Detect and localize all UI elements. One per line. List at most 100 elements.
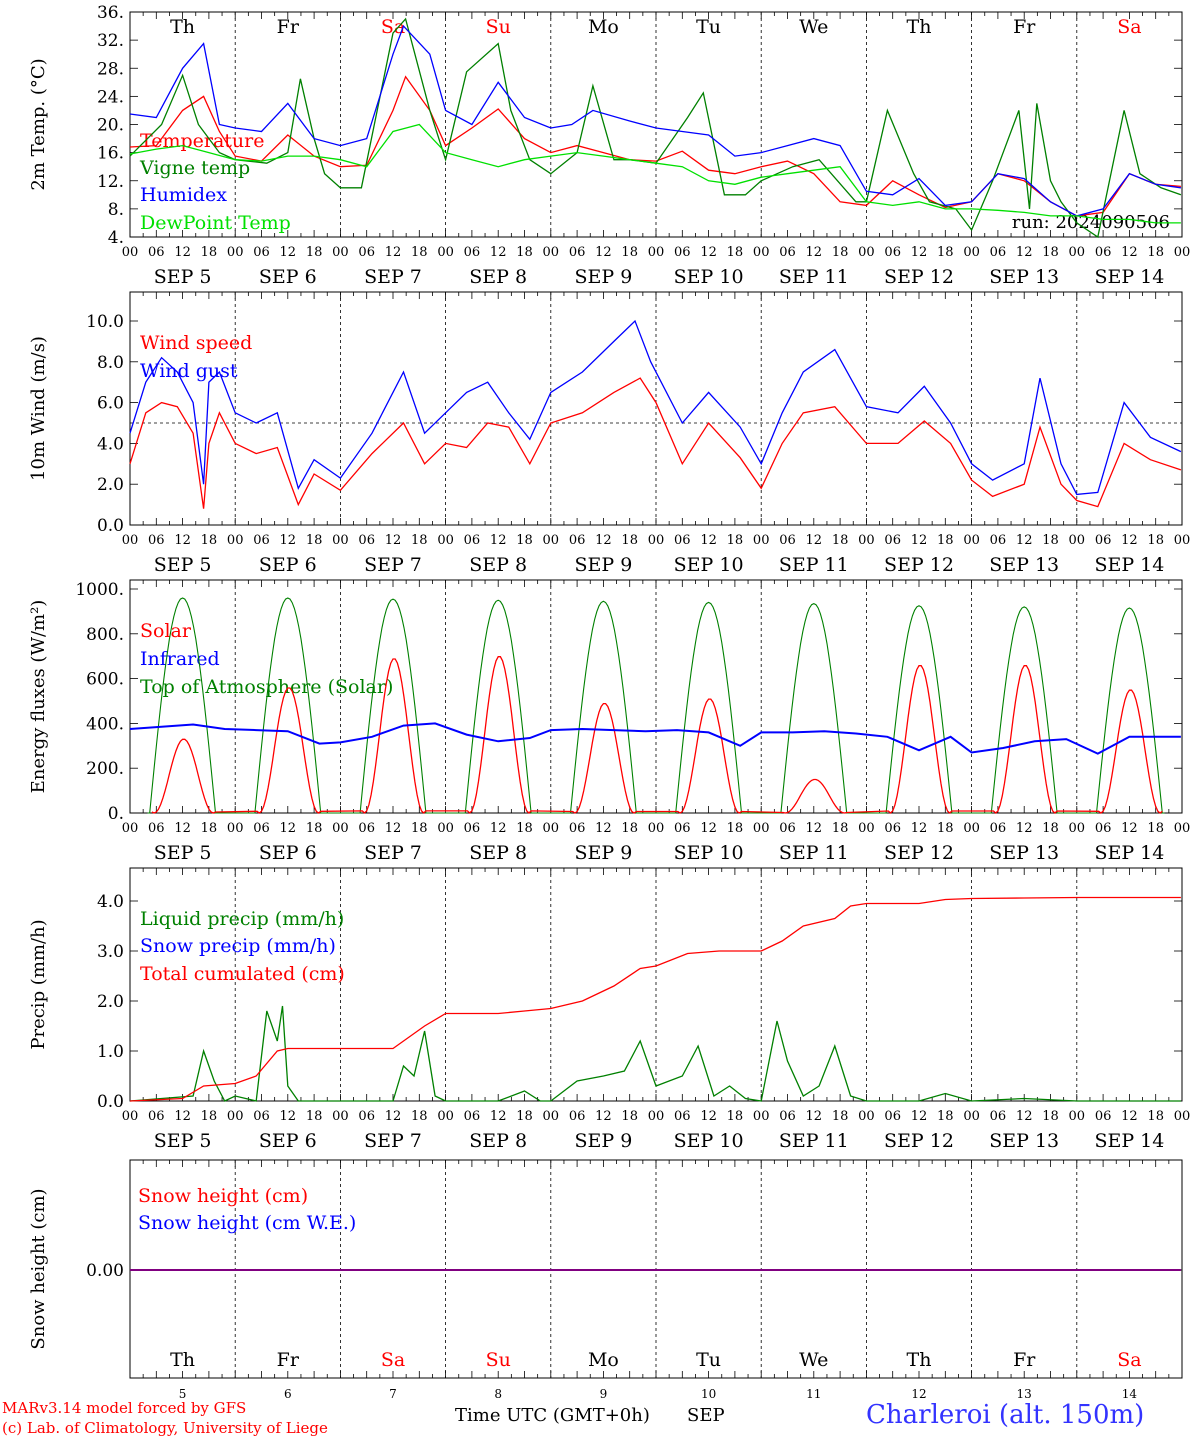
date-label: SEP 14 [1094, 842, 1164, 864]
hour-tick-label: 06 [990, 821, 1007, 836]
date-label: SEP 7 [364, 1130, 422, 1152]
hour-tick-label: 12 [490, 533, 507, 548]
date-label: SEP 9 [574, 1130, 632, 1152]
day-name: Sa [381, 1349, 405, 1371]
date-label: SEP 12 [884, 266, 954, 288]
hour-tick-label: 06 [779, 821, 796, 836]
hour-tick-label: 18 [727, 533, 744, 548]
hour-tick-label: 18 [201, 245, 218, 260]
hour-tick-label: 00 [332, 1109, 349, 1124]
day-number: 8 [494, 1387, 502, 1401]
hour-tick-label: 00 [648, 245, 665, 260]
hour-tick-label: 06 [1095, 533, 1112, 548]
hour-tick-label: 00 [122, 245, 139, 260]
y-axis-label: 10m Wind (m/s) [28, 336, 49, 481]
date-label: SEP 11 [779, 842, 849, 864]
y-tick-label: 0.00 [86, 1261, 124, 1281]
hour-tick-label: 12 [700, 821, 717, 836]
day-name: Th [907, 1349, 932, 1371]
day-name: Fr [277, 1349, 300, 1371]
hour-tick-label: 12 [174, 1109, 191, 1124]
time-axis-title: Time UTC (GMT+0h) [455, 1405, 650, 1426]
day-name: Sa [381, 16, 405, 38]
hour-tick-label: 00 [858, 245, 875, 260]
hour-tick-label: 06 [358, 821, 375, 836]
date-label: SEP 5 [154, 266, 212, 288]
day-name: Fr [1013, 16, 1036, 38]
date-label: SEP 9 [574, 842, 632, 864]
hour-tick-label: 00 [963, 245, 980, 260]
model-credit: MARv3.14 model forced by GFS [2, 1399, 247, 1417]
day-name: Mo [588, 16, 619, 38]
panel-5: 0.00 Snow height (cm) Th Fr Sa Su Mo Tu We Th Fr Sa… [28, 1159, 1183, 1401]
hour-tick-label: 18 [621, 533, 638, 548]
y-tick-label: 800. [86, 625, 124, 645]
hour-tick-label: 00 [122, 1109, 139, 1124]
date-label: SEP 14 [1094, 1130, 1164, 1152]
hour-tick-label: 12 [806, 821, 823, 836]
date-label: SEP 5 [154, 554, 212, 576]
hour-tick-label: 06 [464, 533, 481, 548]
hour-tick-label: 12 [1016, 821, 1033, 836]
y-tick-label: 2.0 [97, 475, 124, 495]
day-name: Th [170, 1349, 195, 1371]
run-annotation: run: 2024090506 [1012, 212, 1170, 233]
hour-tick-label: 00 [963, 533, 980, 548]
hour-tick-label: 18 [1147, 533, 1164, 548]
toa-solar-line [147, 597, 1165, 814]
y-axis-label: Snow height (cm) [28, 1188, 49, 1349]
y-axis-label: Precip (mm/h) [28, 919, 49, 1049]
day-number: 10 [701, 1387, 716, 1401]
hour-tick-label: 12 [806, 1109, 823, 1124]
y-tick-label: 20. [97, 116, 124, 136]
hour-tick-label: 00 [858, 533, 875, 548]
hour-tick-label: 06 [464, 1109, 481, 1124]
legend-entry: Snow height (cm W.E.) [138, 1212, 356, 1234]
hour-tick-label: 18 [621, 821, 638, 836]
hour-tick-label: 06 [884, 533, 901, 548]
hour-tick-label: 18 [516, 1109, 533, 1124]
y-tick-label: 24. [97, 87, 124, 107]
hour-tick-label: 18 [727, 245, 744, 260]
date-label: SEP 10 [674, 554, 744, 576]
copyright-credit: (c) Lab. of Climatology, University of L… [2, 1419, 328, 1437]
date-label: SEP 5 [154, 1130, 212, 1152]
hour-tick-label: 12 [595, 1109, 612, 1124]
y-axis-label: Energy fluxes (W/m²) [28, 600, 49, 794]
hour-tick-label: 00 [858, 821, 875, 836]
y-tick-label: 2.0 [97, 992, 124, 1012]
hour-tick-label: 00 [437, 1109, 454, 1124]
date-label: SEP 6 [259, 842, 317, 864]
hour-tick-label: 06 [674, 533, 691, 548]
hour-tick-label: 00 [543, 821, 560, 836]
date-label: SEP 6 [259, 266, 317, 288]
hour-tick-label: 18 [411, 821, 428, 836]
y-tick-label: 6.0 [97, 394, 124, 414]
hour-tick-label: 00 [122, 533, 139, 548]
hour-tick-label: 00 [332, 821, 349, 836]
hour-tick-label: 06 [569, 245, 586, 260]
hour-tick-label: 18 [201, 1109, 218, 1124]
hour-tick-label: 06 [779, 1109, 796, 1124]
hour-tick-label: 06 [884, 1109, 901, 1124]
hour-tick-label: 12 [490, 821, 507, 836]
date-label: SEP 14 [1094, 266, 1164, 288]
day-name: We [799, 16, 828, 38]
hour-tick-label: 00 [1069, 533, 1086, 548]
date-label: SEP 10 [674, 842, 744, 864]
hour-tick-label: 18 [201, 533, 218, 548]
hour-tick-label: 12 [385, 1109, 402, 1124]
hour-tick-label: 12 [700, 245, 717, 260]
hour-tick-label: 12 [1016, 245, 1033, 260]
hour-tick-label: 00 [753, 533, 770, 548]
solar-line [151, 656, 1163, 814]
hour-tick-label: 18 [516, 533, 533, 548]
day-number: 11 [806, 1387, 821, 1401]
legend-entry: Snow precip (mm/h) [140, 935, 336, 957]
hour-tick-label: 12 [174, 821, 191, 836]
hour-tick-label: 18 [516, 821, 533, 836]
hour-tick-label: 06 [148, 1109, 165, 1124]
hour-tick-label: 00 [332, 245, 349, 260]
panel-2: 10.0 8.0 6.0 4.0 2.0 0.0 10m Wind (m/s) 00 06 12 1… [28, 291, 1190, 576]
hour-tick-label: 00 [963, 821, 980, 836]
